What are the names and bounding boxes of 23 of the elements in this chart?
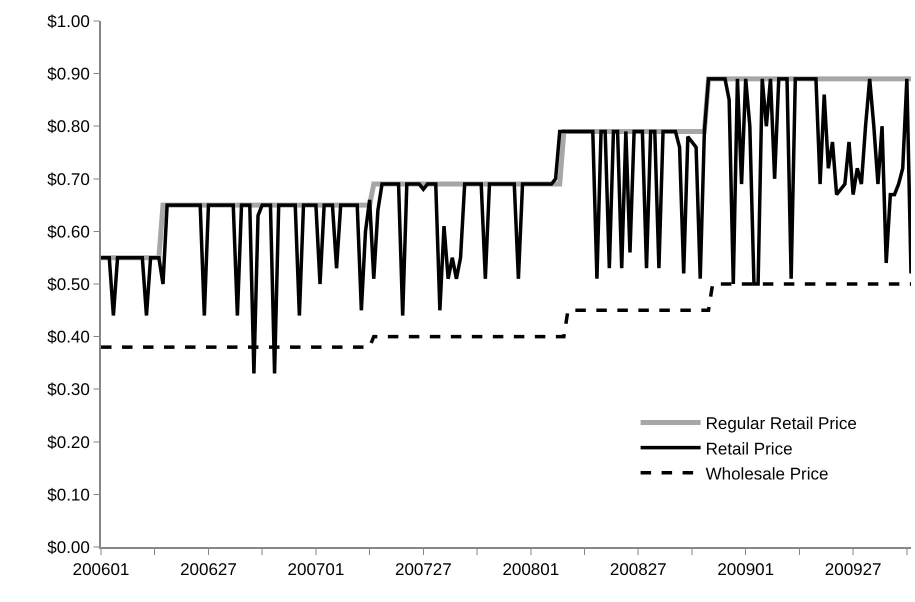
x-tick-label: 200901 bbox=[717, 560, 774, 580]
y-tick-label: $0.80 bbox=[47, 117, 90, 136]
legend-label: Wholesale Price bbox=[706, 464, 828, 484]
x-tick-label: 200601 bbox=[72, 560, 130, 580]
y-tick-label: $0.90 bbox=[47, 64, 90, 84]
x-tick-label: 200801 bbox=[502, 560, 560, 580]
legend-label: Retail Price bbox=[706, 439, 793, 458]
line-series bbox=[101, 77, 911, 376]
x-tick-label: 200927 bbox=[824, 560, 882, 580]
x-tick-label: 200627 bbox=[180, 560, 237, 580]
y-tick-label: $0.30 bbox=[47, 380, 90, 400]
y-tick-label: $0.70 bbox=[47, 170, 90, 189]
y-tick-label: $0.20 bbox=[47, 432, 90, 452]
y-tick-label: $0.40 bbox=[47, 328, 90, 347]
y-tick-label: $0.60 bbox=[47, 222, 90, 242]
legend-label: Regular Retail Price bbox=[706, 414, 857, 434]
x-tick-label: 200701 bbox=[288, 560, 344, 580]
x-tick-label: 200727 bbox=[394, 560, 452, 580]
y-tick-label: $1.00 bbox=[47, 12, 90, 31]
y-tick-label: $0.10 bbox=[47, 485, 90, 504]
y-tick-label: $0.00 bbox=[47, 538, 90, 557]
y-tick-label: $0.50 bbox=[47, 274, 90, 294]
x-tick-label: 200827 bbox=[610, 560, 667, 580]
